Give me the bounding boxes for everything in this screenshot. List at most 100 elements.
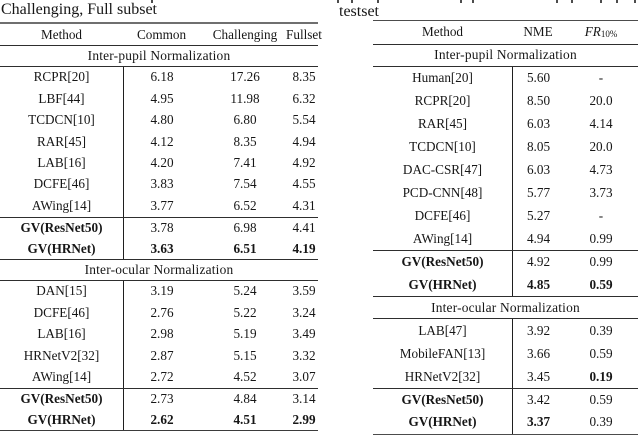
column-header: Method [421, 24, 464, 40]
value-cell: 4.85 [512, 273, 564, 297]
table-row: AWing[14] 4.94 0.99 [373, 227, 638, 251]
section-header: Inter-pupil Normalization [373, 43, 638, 67]
value-cell: 8.35 [292, 69, 316, 85]
cropped-text-fragment [377, 0, 379, 3]
cropped-text-fragment [472, 0, 474, 3]
column-header-italic: FR [584, 24, 601, 40]
method-cell: DCFE[46] [33, 304, 90, 320]
method-cell: DCFE[46] [414, 207, 471, 223]
method-cell: Human[20] [412, 70, 473, 86]
value-cell: 17.26 [230, 69, 260, 85]
method-cell: DCFE[46] [33, 176, 90, 192]
value-cell: 5.54 [292, 112, 316, 128]
table-row: RAR[45] 6.03 4.14 [373, 112, 638, 136]
method-cell: AWing[14] [31, 368, 92, 384]
value-cell: 4.95 [123, 88, 200, 110]
value-cell: 6.18 [123, 66, 200, 89]
value-cell: 3.59 [292, 283, 316, 299]
value-cell: 2.98 [123, 323, 200, 345]
table-row: TCDCN[10] 4.80 6.80 5.54 [0, 109, 318, 131]
table-row: AWing[14] 3.77 6.52 4.31 [0, 195, 318, 217]
value-cell: 4.92 [292, 155, 316, 171]
cropped-text-fragment [616, 0, 618, 3]
value-cell: 3.92 [512, 319, 564, 343]
value-cell: 2.72 [123, 366, 200, 388]
value-cell: 4.92 [512, 251, 564, 274]
method-cell: LBF[44] [38, 90, 85, 106]
value-cell: 2.99 [292, 411, 316, 427]
table-row: AWing[14] 2.72 4.52 3.07 [0, 366, 318, 388]
table-row: LAB[47] 3.92 0.39 [373, 319, 638, 343]
section-header: Inter-ocular Normalization [0, 259, 318, 281]
value-cell: 20.0 [589, 139, 613, 155]
column-header: Method [40, 26, 83, 42]
method-cell: GV(ResNet50) [401, 391, 484, 407]
table-row: MobileFAN[13] 3.66 0.59 [373, 342, 638, 366]
value-cell: 8.05 [512, 135, 564, 159]
table-row: GV(HRNet) 3.37 0.39 [373, 410, 638, 434]
cropped-text-fragment [337, 0, 339, 3]
value-cell: 4.14 [589, 116, 613, 132]
value-cell: 3.42 [512, 389, 564, 411]
method-cell: GV(HRNet) [408, 414, 477, 430]
section-header: Inter-ocular Normalization [373, 296, 638, 320]
method-cell: AWing[14] [31, 197, 92, 213]
value-cell: 0.99 [589, 254, 613, 270]
cropped-text-fragment [151, 0, 153, 3]
value-cell: 3.49 [292, 326, 316, 342]
method-cell: RCPR[20] [33, 69, 90, 85]
value-cell: 2.73 [123, 388, 200, 410]
column-header: FR 10% [564, 21, 638, 44]
value-cell: 4.12 [123, 130, 200, 153]
method-cell: GV(ResNet50) [401, 254, 484, 270]
method-cell: DAN[15] [36, 283, 87, 299]
table-row: GV(ResNet50) 2.73 4.84 3.14 [0, 387, 318, 410]
table-row: HRNetV2[32] 2.87 5.15 3.32 [0, 344, 318, 367]
value-cell: 5.19 [233, 326, 257, 342]
value-cell: 3.24 [292, 304, 316, 320]
table-row: TCDCN[10] 8.05 20.0 [373, 135, 638, 159]
method-cell: LAB[16] [37, 326, 86, 342]
method-cell: TCDCN[10] [28, 112, 95, 128]
testset-benchmark-table: Method NME FR 10% Inter-pupil Normalization H… [373, 20, 638, 435]
table-row: Human[20] 5.60 - [373, 66, 638, 90]
value-cell: 5.24 [233, 283, 257, 299]
cropped-text-fragment [460, 0, 462, 3]
value-cell: 8.50 [512, 89, 564, 113]
table-row: GV(ResNet50) 4.92 0.99 [373, 250, 638, 274]
value-cell: - [598, 70, 604, 86]
value-cell: 11.98 [230, 90, 260, 106]
value-cell: 5.27 [512, 204, 564, 228]
cropped-text-fragment [351, 0, 353, 3]
table-row: RCPR[20] 8.50 20.0 [373, 89, 638, 113]
column-header: Common [136, 26, 187, 42]
value-cell: 4.73 [589, 162, 613, 178]
table-row: DAC-CSR[47] 6.03 4.73 [373, 158, 638, 182]
cropped-text-fragment [556, 0, 558, 3]
value-cell: 3.77 [123, 195, 200, 217]
value-cell: 0.59 [589, 391, 613, 407]
value-cell: 4.52 [233, 368, 257, 384]
value-cell: 4.20 [123, 152, 200, 174]
table-row: GV(HRNet) 3.63 6.51 4.19 [0, 237, 318, 260]
value-cell: 6.51 [233, 240, 257, 256]
value-cell: 3.19 [123, 280, 200, 303]
table-row: GV(ResNet50) 3.42 0.59 [373, 388, 638, 411]
method-cell: HRNetV2[32] [23, 347, 100, 363]
table-row: GV(ResNet50) 3.78 6.98 4.41 [0, 216, 318, 238]
value-cell: 0.39 [589, 414, 613, 430]
table-row: RAR[45] 4.12 8.35 4.94 [0, 130, 318, 153]
method-cell: AWing[14] [412, 230, 473, 246]
table-row: DAN[15] 3.19 5.24 3.59 [0, 280, 318, 303]
method-cell: DAC-CSR[47] [402, 162, 483, 178]
value-cell: 3.73 [589, 185, 613, 201]
cropped-text-fragment [600, 0, 602, 3]
method-cell: HRNetV2[32] [404, 368, 481, 384]
value-cell: 3.32 [292, 347, 316, 363]
table-row: GV(HRNet) 2.62 4.51 2.99 [0, 409, 318, 431]
value-cell: 0.59 [589, 276, 613, 292]
value-cell: 3.45 [512, 365, 564, 388]
right-table-caption: testset [339, 3, 379, 20]
table-row: GV(HRNet) 4.85 0.59 [373, 273, 638, 297]
table-row: DCFE[46] 2.76 5.22 3.24 [0, 302, 318, 324]
